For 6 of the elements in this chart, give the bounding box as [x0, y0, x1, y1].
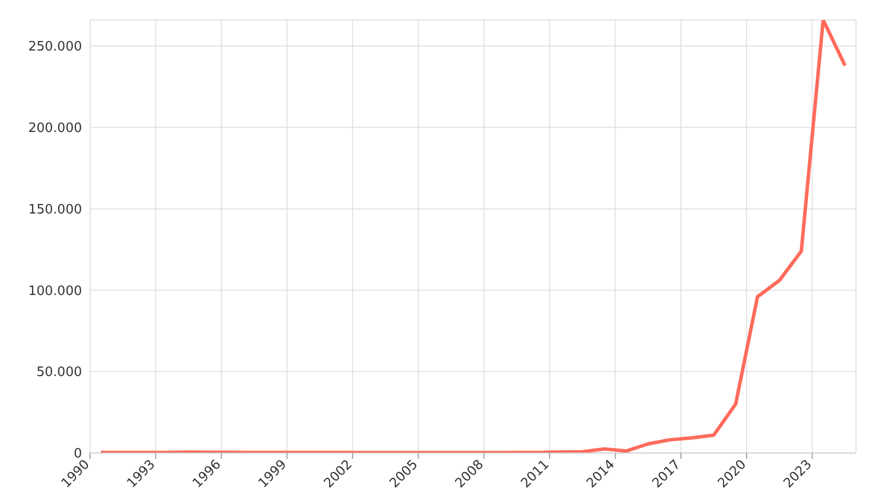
y-tick-label: 50.000: [36, 365, 82, 380]
line-series: [99, 20, 847, 453]
y-tick-label: 150.000: [28, 202, 82, 218]
y-tick-label: 100.000: [28, 284, 82, 299]
y-tick-label: 250.000: [28, 40, 82, 55]
y-tick-label: 200.000: [28, 121, 82, 136]
